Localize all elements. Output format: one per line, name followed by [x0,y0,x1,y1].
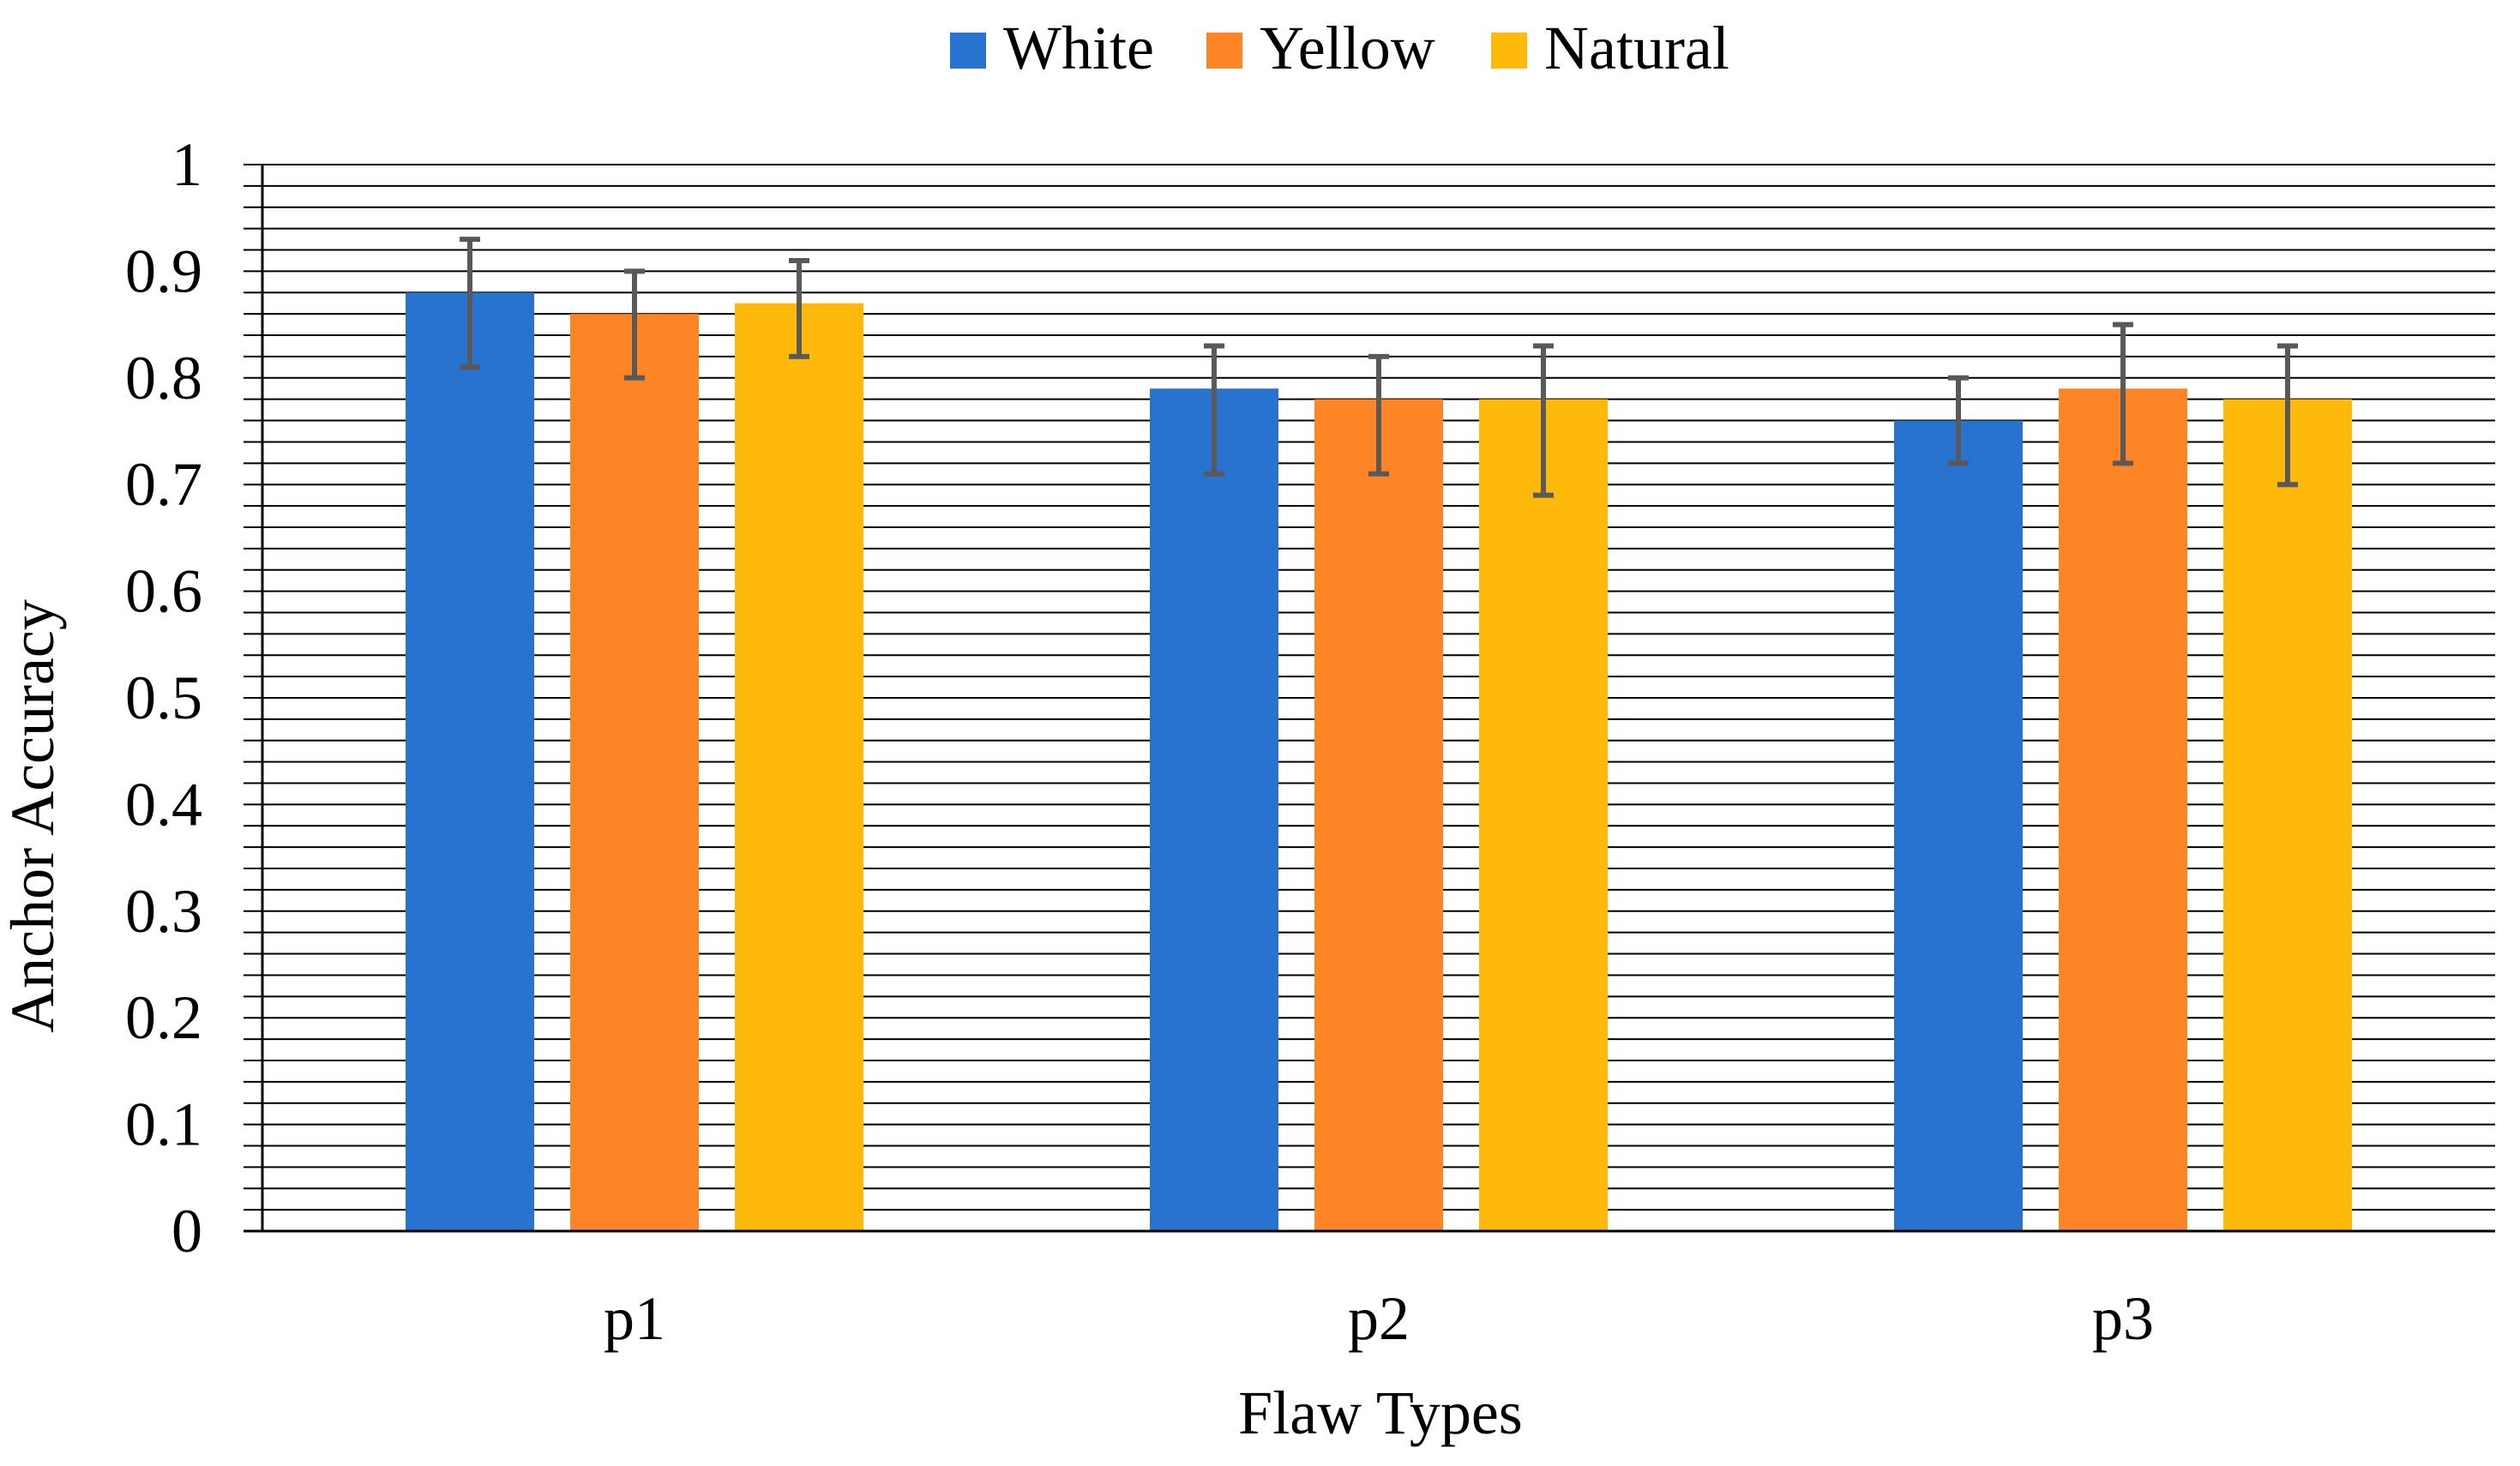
x-tick-label: p2 [1348,1284,1410,1353]
x-tick-labels: p1 p2 p3 [604,1284,2154,1353]
bar-natural-p3 [2223,399,2352,1231]
bar-natural-p2 [1479,399,1608,1231]
legend-label: White [1003,14,1154,82]
y-axis-title: Anchor Accuracy [0,599,67,1033]
bars [406,292,2352,1232]
x-axis-title: Flaw Types [1238,1379,1523,1447]
bar-yellow-p2 [1314,399,1443,1231]
bar-white-p3 [1894,420,2023,1231]
y-tick-label: 0.5 [125,664,202,732]
legend-item-yellow: Yellow [1206,14,1435,82]
y-tick-label: 0.1 [125,1090,202,1159]
x-tick-label: p1 [604,1284,665,1353]
legend-swatch [1491,33,1527,69]
bar-white-p2 [1150,388,1278,1231]
bar-yellow-p3 [2059,388,2187,1231]
error-bars [460,237,2298,498]
y-tick-label: 0.9 [125,237,202,305]
legend-swatch [950,33,986,69]
y-tick-labels: 0 0.1 0.2 0.3 0.4 0.5 0.6 0.7 0.8 0.9 1 [125,130,202,1265]
y-tick-label: 0.6 [125,557,202,626]
legend: White Yellow Natural [950,14,1729,82]
legend-item-natural: Natural [1491,14,1729,82]
bar-white-p1 [406,292,534,1231]
bar-natural-p1 [735,303,863,1232]
bar-yellow-p1 [570,314,699,1231]
y-tick-label: 0 [171,1197,202,1265]
legend-label: Yellow [1260,14,1435,82]
legend-label: Natural [1544,14,1729,82]
x-tick-label: p3 [2092,1284,2154,1353]
y-tick-label: 1 [171,130,202,199]
legend-swatch [1206,33,1242,69]
y-tick-label: 0.8 [125,344,202,412]
y-tick-label: 0.2 [125,983,202,1052]
y-tick-label: 0.7 [125,450,202,519]
y-tick-label: 0.3 [125,877,202,946]
axes [244,164,2495,1233]
legend-item-white: White [950,14,1154,82]
y-tick-label: 0.4 [125,770,202,838]
